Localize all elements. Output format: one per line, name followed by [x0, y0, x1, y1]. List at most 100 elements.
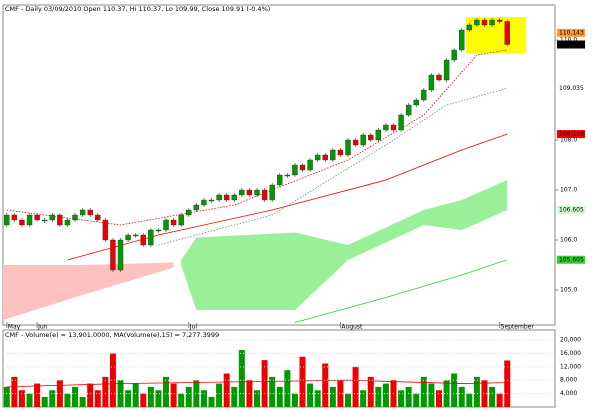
y-tick-label: 12,000 [560, 363, 581, 370]
volume-bar [269, 376, 276, 407]
price-label: 109.91 [559, 41, 580, 48]
candle-body [330, 149, 336, 161]
price-label-box [557, 28, 585, 37]
candle-body [193, 204, 200, 211]
volume-bar [72, 386, 79, 407]
volume-bar [458, 386, 465, 407]
volume-bar [254, 390, 261, 407]
candle-body [345, 139, 351, 156]
candle-body [110, 239, 116, 271]
y-tick-label: 105.0 [560, 287, 577, 294]
candle-body [216, 194, 222, 201]
y-tick-label: 107.0 [560, 187, 577, 194]
volume-bar [208, 396, 215, 407]
candle-body [186, 209, 192, 216]
candle-body [72, 214, 78, 221]
volume-bar [398, 390, 405, 407]
candle-body [474, 19, 480, 26]
price-label: 108.118 [559, 131, 584, 138]
volume-bar [405, 386, 412, 407]
volume-bar [413, 393, 420, 407]
indicator-line [6, 49, 508, 226]
volume-bar [261, 360, 268, 407]
candle-body [299, 164, 306, 171]
volume-title: CMF - Volume(e) = 13,901.0000, MA(Volume… [5, 331, 219, 339]
candle-body [223, 194, 230, 201]
candle-body [322, 154, 328, 161]
candle-body [314, 154, 321, 161]
y-tick-label: 4,000 [560, 390, 577, 397]
volume-bar [345, 393, 351, 407]
volume-bar [109, 353, 116, 407]
volume-bar [473, 376, 480, 407]
volume-bar [87, 383, 94, 407]
indicator-line [294, 259, 508, 323]
candle-body [34, 214, 40, 221]
volume-bar [481, 380, 488, 407]
candle-body [481, 19, 488, 26]
volume-bar [489, 386, 496, 407]
volume-bar [140, 393, 147, 407]
candle-body [125, 234, 131, 241]
price-label: 109.035 [559, 85, 584, 92]
candle-body [148, 229, 154, 246]
volume-bar [64, 393, 71, 407]
candle-body [49, 214, 55, 221]
candle-body [443, 59, 450, 81]
volume-bar [420, 376, 427, 407]
candle-body [11, 214, 18, 221]
volume-bar [223, 373, 230, 407]
volume-bar [125, 390, 132, 407]
candle-body [428, 74, 435, 91]
volume-bar [41, 396, 48, 407]
candle-body [413, 99, 419, 106]
y-tick-label: 110.0 [560, 37, 577, 44]
candle-body [64, 219, 71, 226]
volume-bar [291, 393, 298, 407]
candle-body [383, 124, 389, 131]
volume-bar [18, 390, 25, 407]
candle-body [42, 219, 48, 222]
candle-body [246, 189, 253, 196]
candle-body [178, 214, 184, 226]
candle-body [398, 114, 404, 131]
volume-bar [147, 386, 154, 407]
candle-body [19, 219, 25, 226]
volume-bar [337, 380, 344, 407]
price-label: 106.605 [559, 206, 584, 213]
volume-bar [428, 383, 435, 407]
candle-body [163, 219, 169, 231]
volume-bar [102, 376, 109, 407]
volume-bar [466, 393, 473, 407]
candle-body [368, 134, 374, 141]
candle-body [496, 19, 503, 22]
volume-bar [443, 380, 450, 407]
x-tick-label: August [341, 324, 363, 331]
candle-body [140, 234, 146, 246]
candle-body [269, 184, 275, 201]
volume-bar [367, 376, 374, 407]
volume-bar [375, 386, 382, 407]
candle-body [375, 129, 382, 141]
volume-bar [496, 393, 503, 407]
volume-bar [178, 393, 185, 407]
candle-body [337, 149, 344, 156]
y-tick-label: 8,000 [560, 377, 577, 384]
candle-body [4, 214, 10, 226]
volume-bar [504, 360, 511, 407]
cloud [3, 262, 174, 320]
chart-title: CMF - Daily 03/09/2010 Open 110.37, Hi 1… [5, 5, 270, 13]
price-label-box [557, 84, 585, 93]
price-label-box [557, 40, 585, 49]
candle-body [421, 89, 427, 101]
volume-bar [382, 383, 389, 407]
volume-bar [360, 390, 367, 407]
volume-bar [451, 373, 458, 407]
candle-body [239, 189, 245, 196]
volume-bar [352, 366, 359, 407]
candle-body [26, 214, 33, 226]
volume-bar [299, 356, 306, 407]
price-label-box [557, 205, 585, 214]
candle-body [231, 194, 237, 201]
candle-body [307, 159, 313, 171]
